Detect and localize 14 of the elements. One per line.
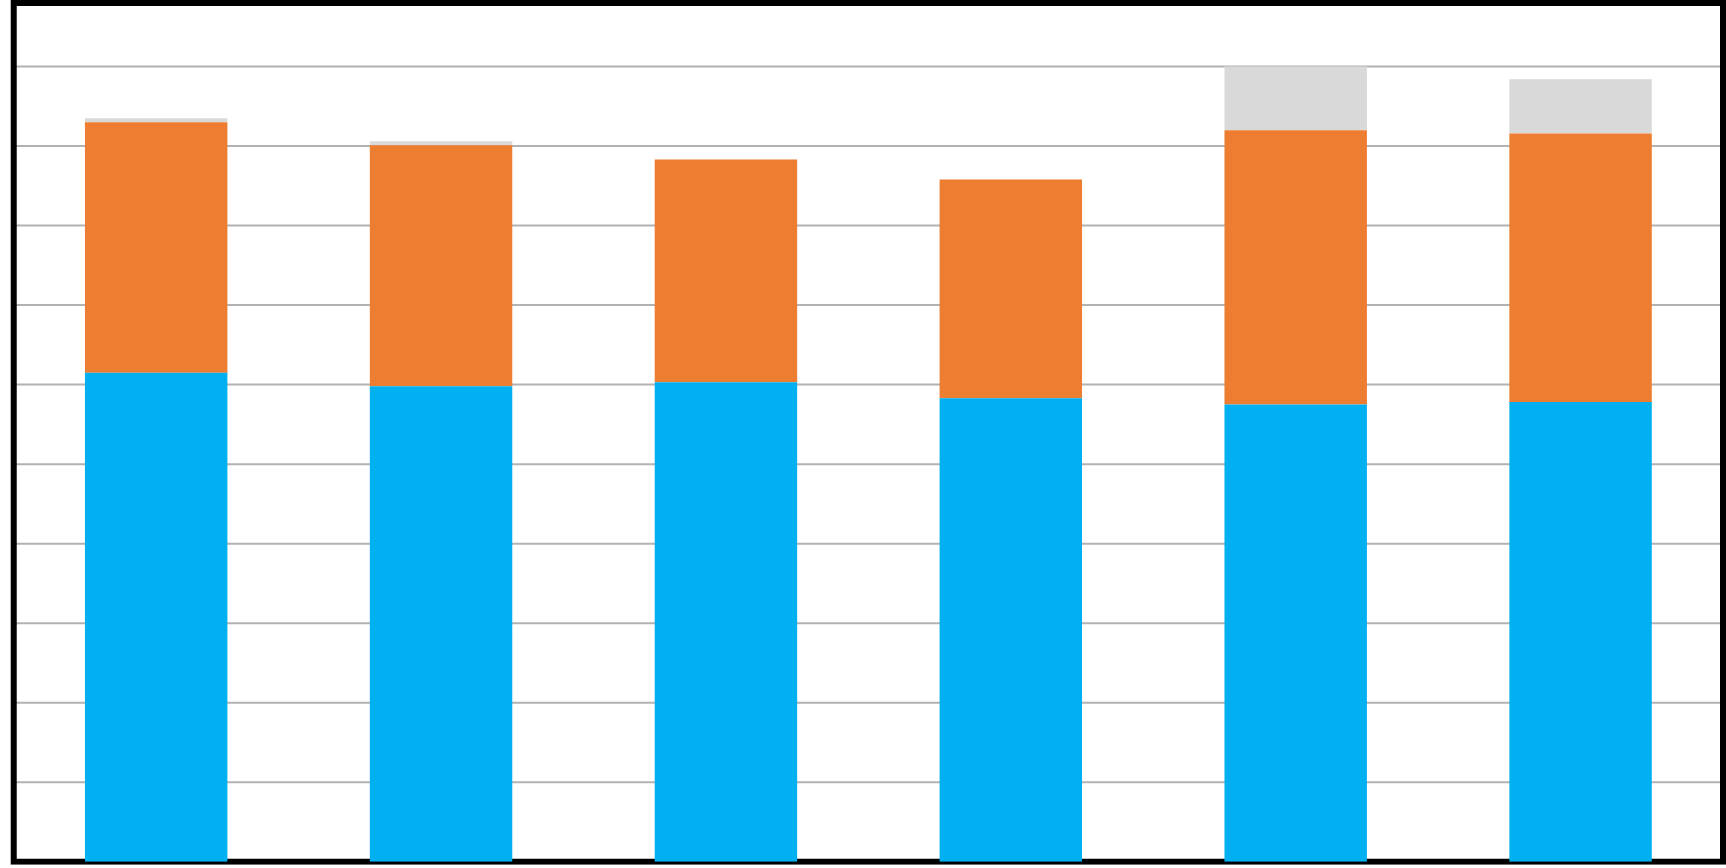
bar: [369, 145, 513, 387]
bar: [939, 179, 1083, 398]
bar: [939, 397, 1083, 862]
bar: [84, 372, 228, 862]
bar: [1224, 66, 1367, 131]
bar: [369, 386, 513, 862]
bar: [1224, 404, 1367, 862]
bar: [1224, 130, 1367, 405]
bar: [1509, 133, 1652, 402]
bar: [84, 122, 228, 373]
bar: [654, 382, 798, 862]
bar: [1509, 79, 1652, 134]
bar: [654, 159, 798, 383]
bar: [1509, 401, 1652, 862]
